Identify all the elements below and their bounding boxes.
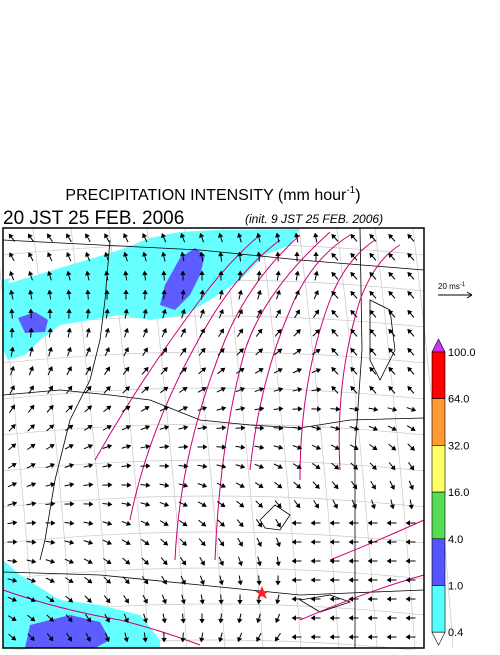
wind-legend: 20 ms-1 xyxy=(438,282,472,298)
colorbar-label: 1.0 xyxy=(448,581,463,593)
colorbar-segment xyxy=(432,445,445,492)
colorbar-label: 64.0 xyxy=(448,394,469,406)
colorbar-label: 16.0 xyxy=(448,487,469,499)
colorbar-segment xyxy=(432,539,445,586)
map-panel xyxy=(0,228,453,650)
colorbar-segment xyxy=(432,586,445,633)
init-time: (init. 9 JST 25 FEB. 2006) xyxy=(245,212,383,226)
colorbar-segment xyxy=(432,492,445,539)
colorbar: 100.0 64.0 32.0 16.0 4.0 1.0 0.4 xyxy=(432,339,476,645)
colorbar-label: 0.4 xyxy=(448,627,463,639)
wind-legend-text: 20 ms xyxy=(438,282,460,291)
colorbar-label: 4.0 xyxy=(448,534,463,546)
wind-legend-exponent: -1 xyxy=(460,282,466,288)
title-text: PRECIPITATION INTENSITY (mm hour xyxy=(65,187,347,204)
valid-time: 20 JST 25 FEB. 2006 xyxy=(3,208,184,229)
colorbar-label: 100.0 xyxy=(448,347,476,359)
colorbar-over xyxy=(432,339,445,352)
colorbar-segment xyxy=(432,399,445,446)
colorbar-label: 32.0 xyxy=(448,440,469,452)
map-title: PRECIPITATION INTENSITY (mm hour-1) xyxy=(65,185,360,204)
title-end: ) xyxy=(355,187,360,204)
colorbar-segment xyxy=(432,352,445,399)
colorbar-under xyxy=(432,632,445,645)
wind-legend-label: 20 ms-1 xyxy=(438,282,466,291)
